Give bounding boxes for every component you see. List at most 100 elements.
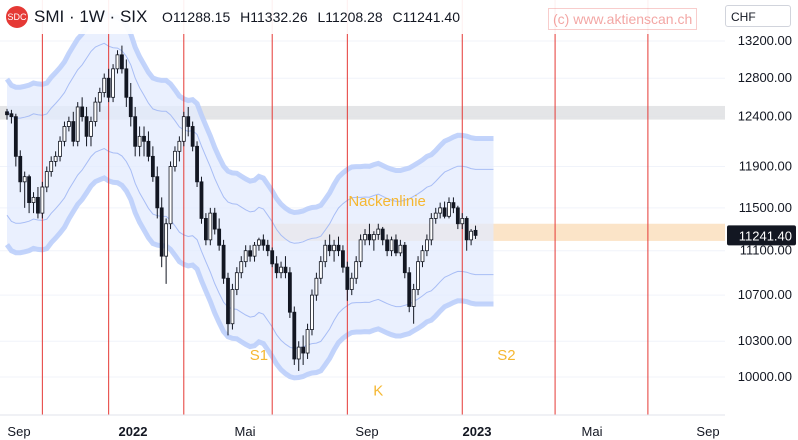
candle-body	[248, 250, 253, 257]
candle	[442, 201, 447, 219]
candle-body	[270, 250, 275, 265]
candle-body	[111, 68, 115, 98]
candle-body	[239, 261, 244, 274]
x-tick-label: Sep	[696, 424, 719, 439]
candle	[318, 256, 323, 284]
time-axis[interactable]: Sep 2022 Mai Sep 2023 Mai Sep	[0, 414, 725, 440]
watermark: (c) www.aktienscan.ch	[548, 8, 698, 30]
candle	[327, 234, 332, 257]
candle-body	[371, 234, 376, 241]
ohlc-values: O11288.15 H11332.26 L11208.28 C11241.40	[162, 9, 460, 25]
candle	[358, 234, 363, 268]
candle	[84, 106, 89, 147]
candle	[226, 272, 230, 336]
candle-body	[208, 212, 213, 241]
candle	[323, 239, 328, 268]
x-tick-label: Mai	[235, 424, 256, 439]
candle	[380, 226, 385, 246]
candle	[407, 267, 412, 313]
currency-selector[interactable]: CHF	[725, 5, 791, 27]
candle-body	[411, 289, 416, 307]
candle	[411, 283, 416, 324]
candle-body	[40, 186, 45, 214]
annotation-s1: S1	[250, 347, 268, 364]
y-tick-label: 12400.00	[738, 109, 792, 124]
candle-body	[314, 277, 319, 296]
candle	[349, 272, 354, 296]
candle-body	[177, 140, 182, 152]
high-value: H11332.26	[240, 9, 308, 25]
open-value: O11288.15	[162, 9, 231, 25]
candle-body	[66, 121, 71, 127]
y-tick-label: 10300.00	[738, 333, 792, 348]
time-axis-background	[0, 415, 725, 440]
candle-body	[301, 346, 306, 354]
candle-body	[84, 116, 89, 137]
candle	[186, 106, 191, 137]
candle	[40, 181, 45, 219]
candle	[464, 216, 469, 251]
candle-body	[115, 54, 120, 70]
y-tick-label: 10000.00	[738, 369, 792, 384]
candle	[301, 335, 306, 365]
candle-body	[265, 244, 270, 252]
candle-body	[18, 155, 23, 183]
candle-body	[173, 150, 177, 167]
y-tick-label: 11900.00	[739, 158, 792, 173]
candle-body	[75, 106, 80, 142]
candle	[345, 261, 350, 301]
y-tick-label: 12800.00	[738, 70, 792, 85]
candle-body	[221, 244, 226, 279]
candle	[287, 267, 292, 318]
candle	[451, 197, 456, 214]
y-tick-label: 11100.00	[740, 243, 792, 258]
candle	[120, 45, 124, 74]
candle	[367, 223, 372, 246]
candle	[190, 121, 195, 152]
y-tick-label: 13200.00	[738, 33, 792, 48]
candle-body	[53, 155, 58, 162]
candle-body	[296, 346, 301, 360]
candle-body	[464, 218, 469, 241]
price-axis[interactable]: 13200.00 12800.00 12400.00 11900.00 11500.00…	[725, 0, 798, 440]
candle	[97, 87, 102, 112]
candle	[124, 59, 129, 107]
candle	[341, 245, 345, 273]
candle-body	[93, 101, 98, 122]
candle-body	[473, 229, 478, 236]
candle-body	[376, 228, 381, 235]
candle-body	[407, 272, 412, 307]
candles	[5, 45, 478, 371]
candle-body	[451, 202, 456, 209]
candle-body	[9, 113, 14, 118]
x-tick-label: Sep	[7, 424, 30, 439]
candle	[433, 207, 438, 224]
candle	[80, 97, 85, 122]
candle-body	[186, 116, 191, 127]
candle	[164, 218, 169, 284]
candle	[416, 256, 420, 296]
candle	[354, 256, 359, 284]
candle	[115, 50, 120, 74]
candle	[239, 256, 244, 279]
band-fill	[7, 12, 494, 378]
last-price-label: 11241.40	[739, 228, 792, 243]
candle	[270, 247, 275, 268]
candle	[420, 245, 425, 268]
candle	[66, 116, 71, 132]
candle	[203, 213, 208, 246]
candle-body	[336, 244, 341, 252]
candle	[455, 205, 460, 230]
candle	[155, 166, 160, 219]
symbol-title[interactable]: SMI · 1W · SIX	[34, 7, 148, 26]
candle-body	[363, 234, 367, 241]
candle	[212, 207, 217, 235]
candle-body	[460, 218, 465, 225]
candle-body	[44, 171, 49, 188]
candle-body	[13, 116, 18, 157]
last-price-tag	[727, 225, 796, 246]
candle-body	[469, 230, 474, 241]
candle-body	[5, 111, 9, 116]
candle	[128, 82, 133, 127]
